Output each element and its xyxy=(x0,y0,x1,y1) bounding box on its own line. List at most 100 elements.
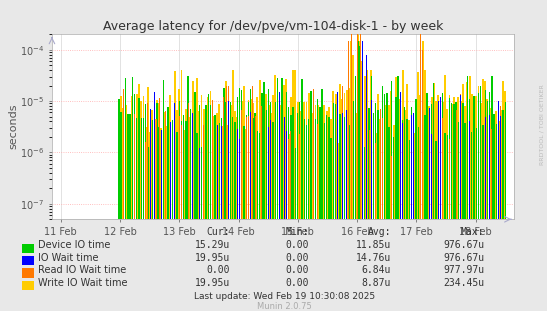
Bar xyxy=(384,94,385,219)
Bar xyxy=(283,85,285,219)
Bar xyxy=(243,126,245,219)
Bar xyxy=(172,120,173,219)
Bar xyxy=(473,96,475,219)
Bar xyxy=(357,34,359,219)
Bar xyxy=(270,102,271,219)
Bar xyxy=(181,70,182,219)
Bar xyxy=(214,116,216,219)
Bar xyxy=(335,104,336,219)
Bar xyxy=(277,89,278,219)
Bar xyxy=(212,111,213,219)
Bar xyxy=(181,121,182,219)
Bar xyxy=(496,124,497,219)
Bar xyxy=(366,65,368,219)
Bar xyxy=(299,111,301,219)
Bar xyxy=(189,118,191,219)
Bar xyxy=(170,137,171,219)
Bar xyxy=(355,77,356,219)
Bar xyxy=(440,104,441,219)
Bar xyxy=(413,133,415,219)
Bar xyxy=(351,112,352,219)
Bar xyxy=(335,94,336,219)
Bar xyxy=(252,118,254,219)
Bar xyxy=(174,71,176,219)
Bar xyxy=(362,41,363,219)
Bar xyxy=(424,150,425,219)
Bar xyxy=(451,104,452,219)
Bar xyxy=(344,93,346,219)
Bar xyxy=(453,97,455,219)
Bar xyxy=(161,143,162,219)
Text: 234.45u: 234.45u xyxy=(443,278,484,288)
Bar xyxy=(308,93,310,219)
Bar xyxy=(402,120,403,219)
Bar xyxy=(444,75,446,219)
Bar xyxy=(420,95,421,219)
Bar xyxy=(133,116,136,219)
Bar xyxy=(265,94,267,219)
Bar xyxy=(127,123,129,219)
Bar xyxy=(319,107,321,219)
Bar xyxy=(488,108,491,219)
Bar xyxy=(123,89,124,219)
Bar xyxy=(380,132,381,219)
Bar xyxy=(270,113,272,219)
Bar xyxy=(292,70,294,219)
Bar xyxy=(456,109,457,219)
Bar xyxy=(308,119,310,219)
Bar xyxy=(317,124,318,219)
Bar xyxy=(161,137,162,219)
Bar xyxy=(250,89,252,219)
Bar xyxy=(272,95,274,219)
Bar xyxy=(290,97,292,219)
Bar xyxy=(134,114,135,219)
Bar xyxy=(435,100,437,219)
Bar xyxy=(440,106,441,219)
Bar xyxy=(453,104,455,219)
Bar xyxy=(324,123,325,219)
Bar xyxy=(446,109,448,219)
Bar xyxy=(210,105,211,219)
Bar xyxy=(348,41,350,219)
Bar xyxy=(299,102,300,219)
Bar xyxy=(413,114,414,219)
Bar xyxy=(230,102,231,219)
Bar xyxy=(393,137,394,219)
Bar xyxy=(136,118,137,219)
Bar xyxy=(322,108,323,219)
Bar xyxy=(210,91,212,219)
Bar xyxy=(228,101,229,219)
Bar xyxy=(161,130,162,219)
Bar xyxy=(304,119,305,219)
Bar xyxy=(234,111,236,219)
Text: 19.95u: 19.95u xyxy=(195,253,230,263)
Text: 0.00: 0.00 xyxy=(286,253,309,263)
Bar xyxy=(319,134,320,219)
Bar xyxy=(232,70,234,219)
Bar xyxy=(201,147,202,219)
Bar xyxy=(138,84,140,219)
Bar xyxy=(185,109,187,219)
Bar xyxy=(228,86,229,219)
Bar xyxy=(154,92,155,219)
Bar xyxy=(397,133,399,219)
Bar xyxy=(489,92,490,219)
Bar xyxy=(337,109,339,219)
Bar xyxy=(406,84,408,219)
Bar xyxy=(417,72,419,219)
Bar xyxy=(388,127,390,219)
Bar xyxy=(120,96,122,219)
Bar xyxy=(456,102,457,219)
Bar xyxy=(268,127,269,219)
Text: 11.85u: 11.85u xyxy=(356,240,391,250)
Bar xyxy=(223,88,225,219)
Bar xyxy=(239,88,240,219)
Bar xyxy=(158,103,160,219)
Bar xyxy=(388,105,390,219)
Bar xyxy=(261,145,262,219)
Bar xyxy=(344,117,345,219)
Bar xyxy=(288,107,289,219)
Text: 15.29u: 15.29u xyxy=(195,240,230,250)
Bar xyxy=(152,120,153,219)
Bar xyxy=(440,97,441,219)
